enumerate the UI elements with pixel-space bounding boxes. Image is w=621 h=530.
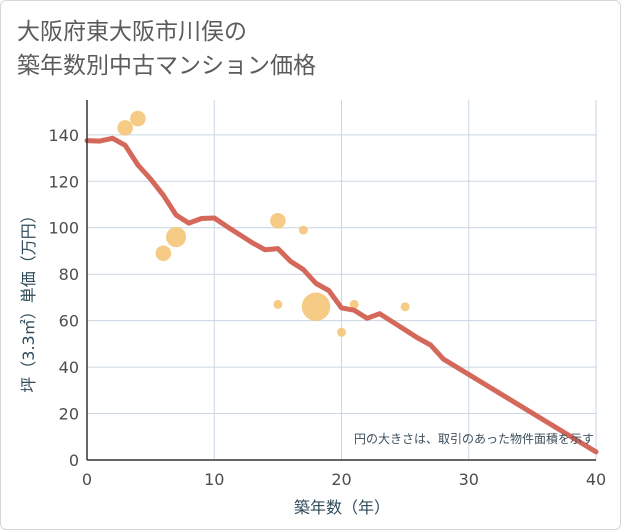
y-tick-label: 100 <box>48 219 79 238</box>
chart-title-line-1: 大阪府東大阪市川俣の <box>17 19 247 45</box>
bubble <box>155 245 172 262</box>
x-tick-label: 0 <box>82 470 92 489</box>
chart-title: 大阪府東大阪市川俣の 築年数別中古マンション価格 <box>17 15 316 83</box>
grid-lines <box>87 100 597 460</box>
y-tick-label: 140 <box>48 126 79 145</box>
chart-title-line-2: 築年数別中古マンション価格 <box>17 53 316 79</box>
bubble <box>301 292 331 321</box>
bubble <box>117 120 133 136</box>
y-tick-label: 20 <box>59 405 79 424</box>
y-tick-label: 80 <box>59 265 79 284</box>
bubble-size-note: 円の大きさは、取引のあった物件面積を示す <box>354 431 594 446</box>
x-tick-label: 40 <box>586 470 606 489</box>
bubble <box>166 226 187 248</box>
y-tick-label: 60 <box>59 312 79 331</box>
x-tick-label: 10 <box>204 470 224 489</box>
bubble <box>400 302 410 312</box>
y-tick-label: 0 <box>69 451 79 470</box>
x-tick-label: 20 <box>331 470 351 489</box>
axes <box>86 100 596 461</box>
bubble <box>349 299 359 309</box>
y-axis-label: 坪（3.3㎡）単価（万円） <box>19 207 38 392</box>
bubble <box>337 327 346 337</box>
bubbles <box>117 110 410 337</box>
bubble <box>298 225 308 235</box>
bubble <box>273 299 283 309</box>
tick-labels: 0 10 20 30 40 0 20 40 60 80 100 120 140 <box>48 126 606 489</box>
y-tick-label: 40 <box>59 358 79 377</box>
y-tick-label: 120 <box>48 172 79 191</box>
x-axis-label: 築年数（年） <box>294 498 390 517</box>
bubble <box>130 110 146 127</box>
bubble <box>270 212 286 229</box>
x-tick-label: 30 <box>459 470 479 489</box>
trend-line <box>84 135 599 455</box>
